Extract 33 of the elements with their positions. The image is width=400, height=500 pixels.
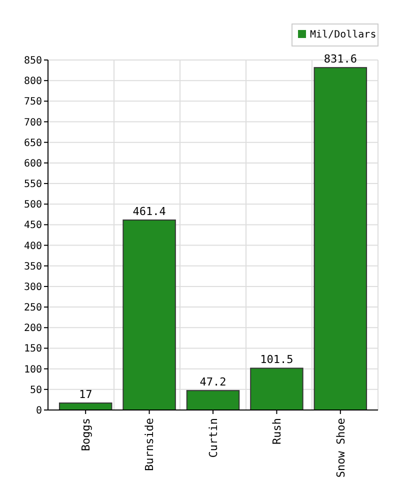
y-tick-label: 100 <box>24 364 42 376</box>
data-label: 17 <box>78 388 92 401</box>
data-label: 47.2 <box>200 376 226 389</box>
y-tick-label: 50 <box>30 384 42 396</box>
bar <box>314 67 368 410</box>
data-label: 831.6 <box>324 52 357 66</box>
y-tick-label: 400 <box>24 240 42 252</box>
data-label: 101.5 <box>260 353 294 366</box>
y-tick-label: 250 <box>24 302 42 314</box>
bar <box>122 220 176 410</box>
y-tick-label: 550 <box>24 179 42 190</box>
data-label: 461.4 <box>132 205 166 218</box>
x-tick-label: Curtin <box>206 418 220 458</box>
y-tick-label: 700 <box>24 117 42 128</box>
y-tick-label: 850 <box>24 56 42 66</box>
y-tick-label: 750 <box>24 96 42 108</box>
y-tick-label: 200 <box>24 323 42 334</box>
y-tick-label: 450 <box>24 220 42 232</box>
y-tick-label: 300 <box>24 282 42 293</box>
x-tick-label: Boggs <box>79 418 92 452</box>
y-tick-label: 600 <box>24 158 42 170</box>
y-tick-label: 350 <box>24 261 42 272</box>
y-tick-label: 650 <box>24 138 42 149</box>
bar <box>186 390 240 410</box>
x-tick-label: Burnside <box>143 418 156 471</box>
y-tick-label: 500 <box>24 200 42 211</box>
y-tick-label: 0 <box>36 406 42 416</box>
y-tick-label: 800 <box>24 76 42 88</box>
x-tick-label: Rush <box>270 418 284 444</box>
bar <box>250 368 304 410</box>
x-tick-label: Snow Shoe <box>334 418 348 478</box>
legend-label: Mil/Dollars <box>310 30 376 40</box>
y-tick-label: 150 <box>24 344 42 355</box>
